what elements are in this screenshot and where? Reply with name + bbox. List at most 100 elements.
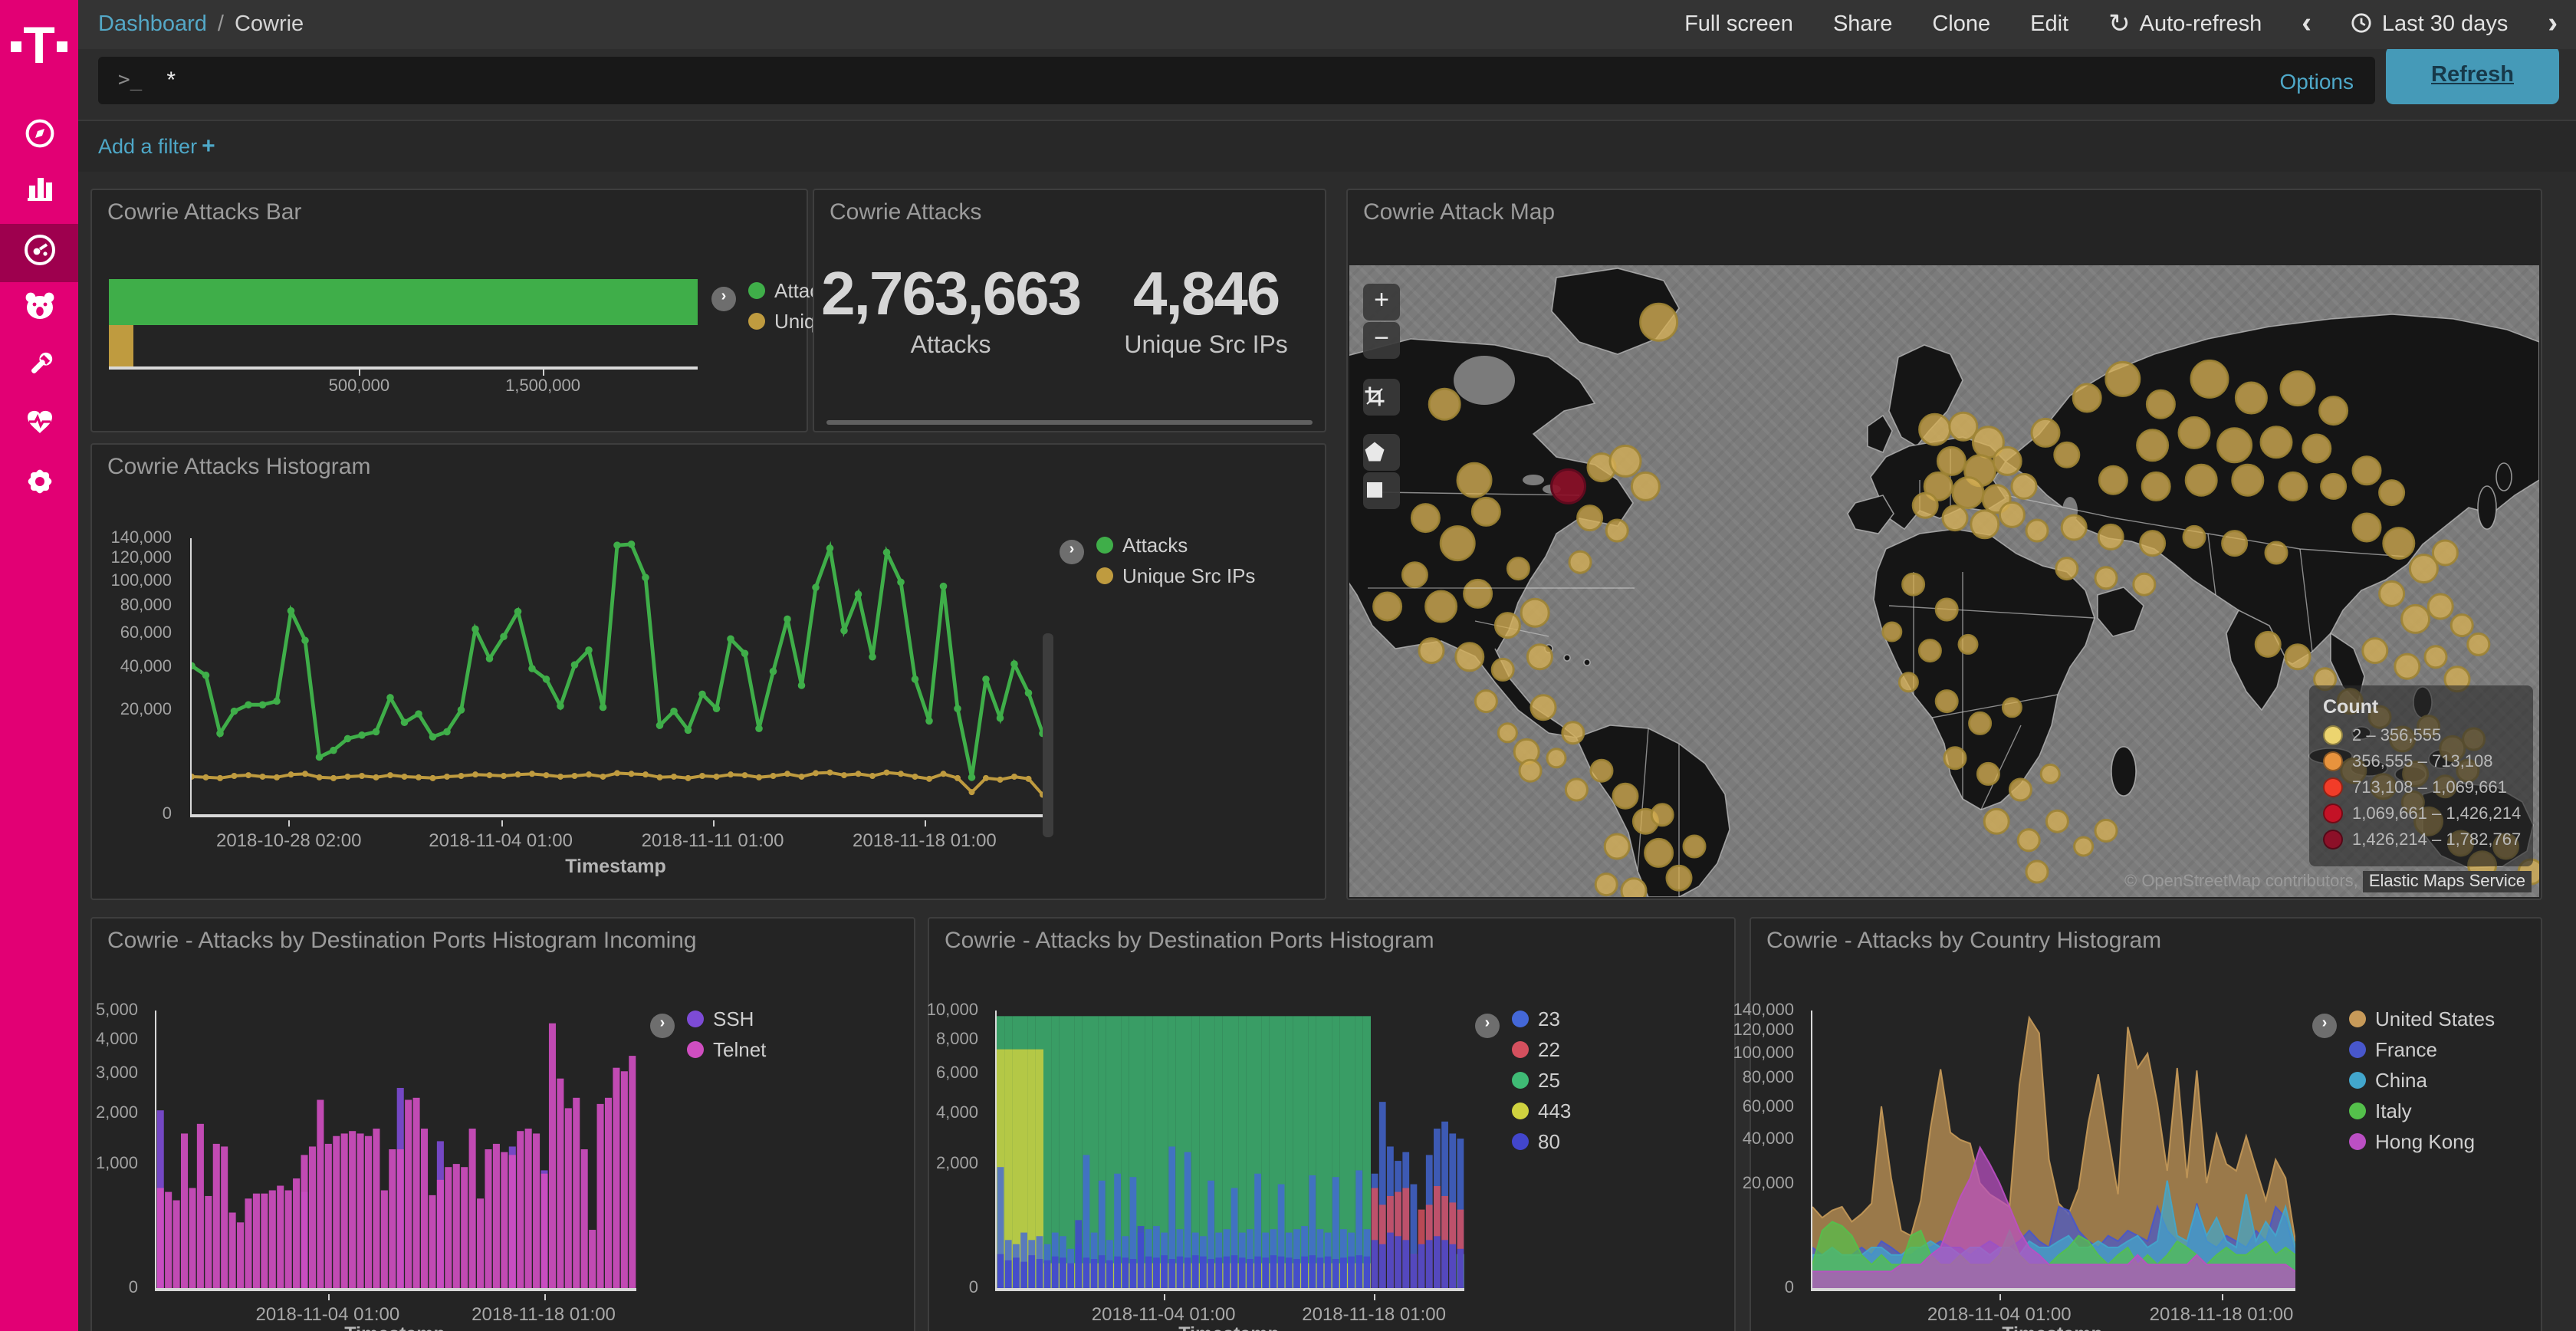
- map-legend: Count 2 – 356,555 356,555 – 713,108 713,…: [2309, 685, 2533, 866]
- breadcrumb-separator: /: [217, 12, 224, 37]
- options-link[interactable]: Options: [2279, 68, 2354, 93]
- clone-button[interactable]: Clone: [1932, 12, 1991, 37]
- horizontal-scrollbar[interactable]: [826, 420, 1313, 425]
- x-axis-title: Timestamp: [565, 856, 666, 877]
- sidebar-item-monitoring[interactable]: [0, 399, 78, 454]
- legend-dot: [1512, 1072, 1529, 1089]
- legend-item-port-22[interactable]: 22: [1512, 1038, 1571, 1061]
- world-map[interactable]: + − Count 2 – 356,555 356,555 – 713,108 …: [1349, 265, 2539, 897]
- map-zoom-in-button[interactable]: +: [1363, 284, 1400, 320]
- graticule-line: [1368, 587, 1635, 589]
- legend-dot: [2349, 1041, 2366, 1058]
- query-value[interactable]: *: [166, 67, 176, 94]
- heartbeat-icon: [21, 404, 58, 449]
- y-tick-label: 140,000: [110, 529, 172, 547]
- y-tick-label: 5,000: [95, 1001, 138, 1020]
- legend-item-ssh[interactable]: SSH: [687, 1007, 766, 1030]
- auto-refresh-button[interactable]: ↻ Auto-refresh: [2108, 9, 2262, 38]
- wrench-icon: [22, 347, 56, 389]
- legend-item-port-25[interactable]: 25: [1512, 1069, 1571, 1092]
- legend-item-port-23[interactable]: 23: [1512, 1007, 1571, 1030]
- legend-toggle-icon[interactable]: [2312, 1014, 2337, 1038]
- map-draw-rectangle-button[interactable]: [1363, 472, 1400, 509]
- map-legend-item: 1,069,661 – 1,426,214: [2323, 804, 2521, 823]
- legend-dot: [1512, 1133, 1529, 1150]
- y-axis: 0 2,000 4,000 6,000 8,000 10,000: [927, 1001, 987, 1297]
- breadcrumb-page: Cowrie: [234, 12, 304, 37]
- compass-icon: [22, 116, 56, 157]
- legend-item-telnet[interactable]: Telnet: [687, 1038, 766, 1061]
- panel-title: Cowrie - Attacks by Destination Ports Hi…: [107, 928, 697, 954]
- legend-toggle-icon[interactable]: [650, 1014, 675, 1038]
- panel-ports-incoming-histogram: Cowrie - Attacks by Destination Ports Hi…: [90, 917, 915, 1331]
- sidebar-item-dev-tools[interactable]: [0, 340, 78, 396]
- map-fit-bounds-button[interactable]: [1363, 379, 1400, 416]
- map-legend-item: 2 – 356,555: [2323, 725, 2519, 745]
- legend-item-port-443[interactable]: 443: [1512, 1099, 1571, 1122]
- area-plot[interactable]: [1811, 1011, 2295, 1291]
- legend-dot: [2323, 725, 2343, 745]
- legend-item-italy[interactable]: Italy: [2349, 1099, 2495, 1122]
- map-draw-polygon-button[interactable]: [1363, 434, 1400, 471]
- elastic-maps-service-label[interactable]: Elastic Maps Service: [2362, 871, 2532, 892]
- add-filter-button[interactable]: Add a filter +: [98, 133, 215, 159]
- legend-item-united-states[interactable]: United States: [2349, 1007, 2495, 1030]
- y-tick-label: 80,000: [120, 596, 172, 615]
- legend-dot: [1512, 1011, 1529, 1027]
- t-mobile-logo[interactable]: T: [0, 12, 78, 80]
- sidebar-item-management[interactable]: [0, 457, 78, 512]
- legend-toggle-icon[interactable]: [1475, 1014, 1500, 1038]
- x-tick-label: 2018-11-11 01:00: [641, 830, 784, 851]
- bars-plot[interactable]: [995, 1011, 1464, 1291]
- top-menu: Full screen Share Clone Edit ↻ Auto-refre…: [1684, 9, 2558, 40]
- app-sidebar: T: [0, 0, 78, 1331]
- edit-button[interactable]: Edit: [2030, 12, 2069, 37]
- breadcrumb-dashboard-link[interactable]: Dashboard: [98, 12, 207, 37]
- time-back-button[interactable]: ‹: [2302, 8, 2312, 40]
- map-legend-item: 356,555 – 713,108: [2323, 751, 2519, 771]
- panel-title: Cowrie Attack Map: [1363, 199, 1556, 225]
- legend-item-china[interactable]: China: [2349, 1069, 2495, 1092]
- panel-title: Cowrie Attacks: [830, 199, 982, 225]
- sidebar-item-visualize[interactable]: [0, 163, 78, 218]
- x-axis-title: Timestamp: [1811, 1323, 2294, 1331]
- time-range-picker[interactable]: Last 30 days: [2351, 12, 2508, 37]
- legend-item-attacks[interactable]: Attacks: [1096, 534, 1255, 557]
- search-input[interactable]: >_ * Options: [98, 57, 2375, 104]
- x-axis: 2018-10-28 02:00 2018-11-04 01:00 2018-11-…: [190, 820, 1041, 860]
- bar-unique-src-ips[interactable]: [109, 325, 134, 366]
- full-screen-button[interactable]: Full screen: [1684, 12, 1793, 37]
- bars-plot[interactable]: [155, 1011, 636, 1291]
- map-attribution: © OpenStreetMap contributors, Elastic Map…: [2124, 871, 2532, 892]
- time-forward-button[interactable]: ›: [2548, 8, 2558, 40]
- legend-item-hong-kong[interactable]: Hong Kong: [2349, 1130, 2495, 1153]
- legend-item-port-80[interactable]: 80: [1512, 1130, 1571, 1153]
- legend-dot: [1512, 1103, 1529, 1119]
- y-tick-label: 120,000: [1733, 1021, 1794, 1040]
- refresh-button[interactable]: Refresh: [2386, 46, 2559, 104]
- sidebar-item-honeypot[interactable]: [0, 282, 78, 337]
- bar-attacks[interactable]: [109, 279, 698, 325]
- y-tick-label: 100,000: [1733, 1044, 1794, 1063]
- line-plot[interactable]: [190, 538, 1043, 817]
- legend-toggle-icon[interactable]: [711, 287, 736, 311]
- filter-bar-row: Add a filter +: [78, 121, 2576, 172]
- y-tick-label: 80,000: [1742, 1069, 1794, 1088]
- y-tick-label: 0: [968, 1279, 978, 1297]
- y-tick-label: 40,000: [120, 657, 172, 676]
- attacks-bar-chart[interactable]: 500,000 1,500,000: [109, 279, 698, 406]
- legend-dot: [2349, 1072, 2366, 1089]
- legend-item-france[interactable]: France: [2349, 1038, 2495, 1061]
- x-axis-title: Timestamp: [155, 1323, 635, 1331]
- legend-item-unique-ips[interactable]: Unique Src IPs: [1096, 564, 1255, 587]
- sidebar-item-discover[interactable]: [0, 109, 78, 164]
- y-tick-label: 140,000: [1733, 1001, 1794, 1020]
- map-zoom-out-button[interactable]: −: [1363, 322, 1400, 359]
- vertical-scrollbar[interactable]: [1043, 633, 1053, 837]
- map-legend-item: 1,426,214 – 1,782,767: [2323, 830, 2521, 850]
- share-button[interactable]: Share: [1832, 12, 1893, 37]
- legend-toggle-icon[interactable]: [1060, 540, 1084, 564]
- bear-icon: [21, 288, 58, 332]
- sidebar-item-dashboard[interactable]: [0, 224, 78, 282]
